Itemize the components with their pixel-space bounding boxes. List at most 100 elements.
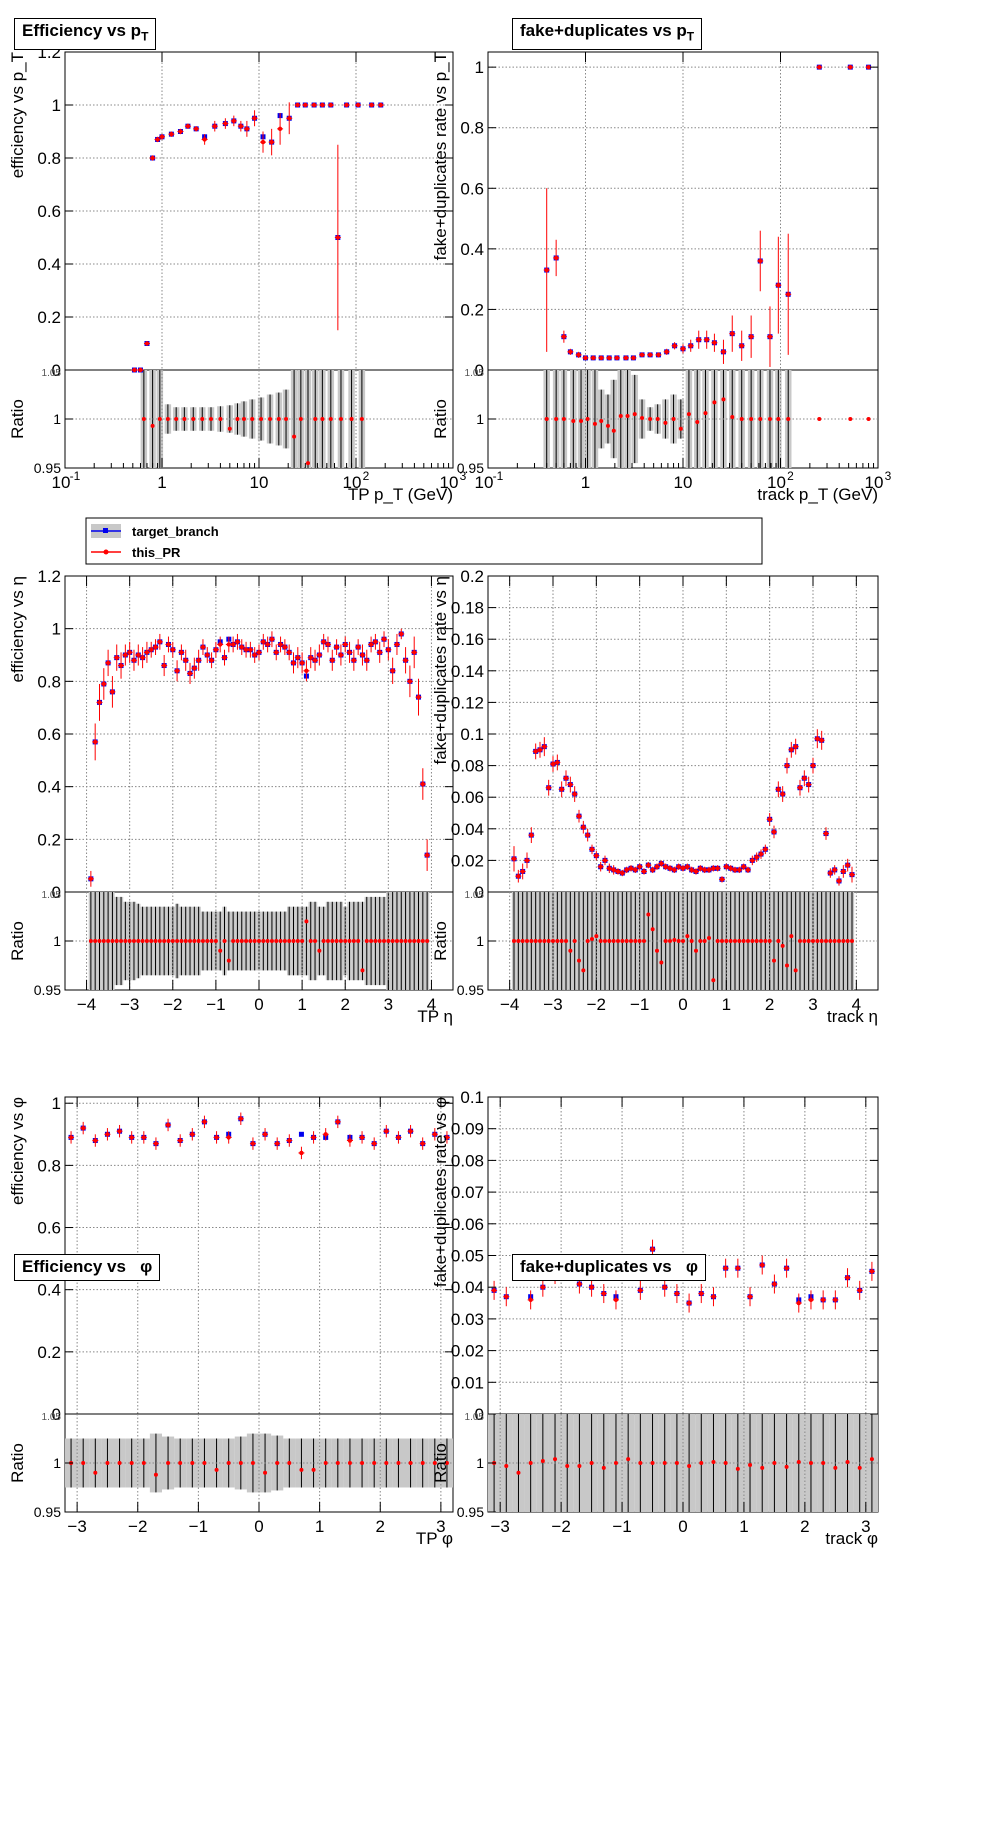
ratio-point — [166, 939, 171, 943]
ratio-point — [721, 397, 726, 402]
ratio-point — [226, 1461, 231, 1465]
ratio-point — [394, 939, 399, 943]
ratio-point — [311, 1467, 316, 1472]
this-pr-point — [712, 340, 717, 345]
this-pr-point — [304, 668, 309, 673]
x-tick-label: 1 — [581, 473, 590, 492]
ratio-y-tick-label: 1 — [476, 411, 484, 427]
ratio-point — [278, 939, 283, 943]
this-pr-point — [594, 853, 599, 858]
this-pr-point — [105, 660, 111, 666]
this-pr-point — [704, 337, 709, 342]
ratio-point — [538, 939, 542, 943]
x-tick-exponent: 2 — [363, 469, 370, 483]
ratio-point — [598, 939, 603, 943]
this-pr-point — [589, 1285, 594, 1290]
ratio-point — [796, 1460, 801, 1465]
this-pr-point — [589, 847, 595, 852]
legend: target_branch this_PR — [85, 517, 763, 565]
this-pr-point — [747, 1294, 753, 1299]
this-pr-point — [364, 658, 369, 663]
this-pr-point — [338, 652, 344, 658]
ratio-point — [190, 1461, 195, 1465]
this-pr-point — [407, 679, 413, 684]
this-pr-point — [623, 355, 629, 361]
this-pr-point — [599, 355, 604, 361]
this-pr-point — [702, 867, 707, 873]
this-pr-point — [335, 1119, 341, 1125]
this-pr-point — [311, 102, 317, 108]
ratio-point — [793, 968, 798, 973]
ratio-y-top-label: 1.05 — [42, 368, 62, 379]
this-pr-point — [287, 1138, 292, 1143]
ratio-point — [328, 417, 333, 421]
ratio-y-tick-label: 1 — [53, 1455, 61, 1471]
ratio-point — [605, 423, 610, 428]
ratio-point — [655, 948, 659, 953]
this-pr-point — [384, 1128, 389, 1134]
y-tick-label: 0.04 — [451, 1278, 484, 1297]
ratio-point — [712, 400, 717, 405]
x-tick-label: 10 — [865, 473, 884, 492]
this-pr-point — [647, 352, 653, 358]
legend-label-this-pr: this_PR — [132, 545, 181, 560]
x-axis-title: track η — [827, 1007, 878, 1026]
ratio-point — [555, 939, 560, 943]
this-pr-point — [793, 744, 798, 749]
ratio-point — [626, 1457, 631, 1462]
x-tick-label: 2 — [800, 1517, 809, 1536]
y-tick-label: 0.4 — [37, 1281, 61, 1300]
ratio-point — [646, 912, 651, 917]
y-tick-label: 0.05 — [451, 1247, 484, 1266]
ratio-point — [724, 939, 729, 943]
this-pr-point — [222, 655, 227, 660]
ratio-point — [192, 939, 197, 943]
this-pr-point — [68, 1135, 74, 1140]
ratio-point — [226, 958, 231, 963]
x-tick-label: −3 — [67, 1517, 86, 1536]
this-pr-point — [633, 867, 638, 873]
this-pr-point — [312, 658, 318, 663]
ratio-point — [351, 939, 356, 943]
this-pr-point — [185, 124, 191, 129]
this-pr-point — [810, 763, 816, 768]
ratio-point — [127, 939, 132, 943]
this-pr-point — [780, 791, 785, 797]
y-tick-label: 0.01 — [451, 1373, 484, 1392]
ratio-point — [182, 417, 187, 421]
y-axis-title: fake+duplicates rate vs φ — [431, 1097, 450, 1287]
x-tick-label: 10 — [674, 473, 693, 492]
this-pr-point — [637, 864, 642, 869]
ratio-point — [117, 1461, 122, 1465]
this-pr-point — [386, 647, 391, 652]
ratio-y-tick-label: 1 — [476, 933, 484, 949]
y-tick-label: 0.2 — [460, 300, 484, 319]
ratio-point — [231, 939, 236, 943]
this-pr-point — [639, 352, 645, 358]
this-pr-point — [568, 349, 573, 355]
y-tick-label: 0.08 — [451, 757, 484, 776]
ratio-point — [748, 1462, 753, 1467]
this-pr-point — [721, 349, 726, 355]
legend-frame — [85, 517, 763, 565]
this-pr-point — [550, 761, 556, 767]
ratio-point — [559, 939, 564, 943]
ratio-point — [611, 428, 616, 433]
chart-eff_phi: 0 0.2 0.4 0.6 0.8 1 0.95 1 1.05 −3 −2 −1 0 1 2 3TP φ eff… — [8, 1094, 454, 1548]
this-pr-point — [689, 867, 694, 873]
this-pr-point — [715, 866, 720, 871]
this-pr-point — [841, 869, 846, 874]
ratio-point — [579, 418, 584, 423]
x-tick-label: −1 — [206, 995, 225, 1014]
this-pr-point — [330, 658, 335, 663]
this-pr-point — [117, 1128, 122, 1134]
this-pr-point — [568, 782, 573, 787]
ratio-point — [325, 939, 330, 943]
this-pr-point — [542, 744, 547, 749]
this-pr-point — [355, 644, 361, 650]
ratio-point — [695, 419, 700, 424]
this-pr-point — [544, 267, 549, 273]
ratio-point — [533, 939, 538, 943]
ratio-point — [257, 939, 261, 943]
